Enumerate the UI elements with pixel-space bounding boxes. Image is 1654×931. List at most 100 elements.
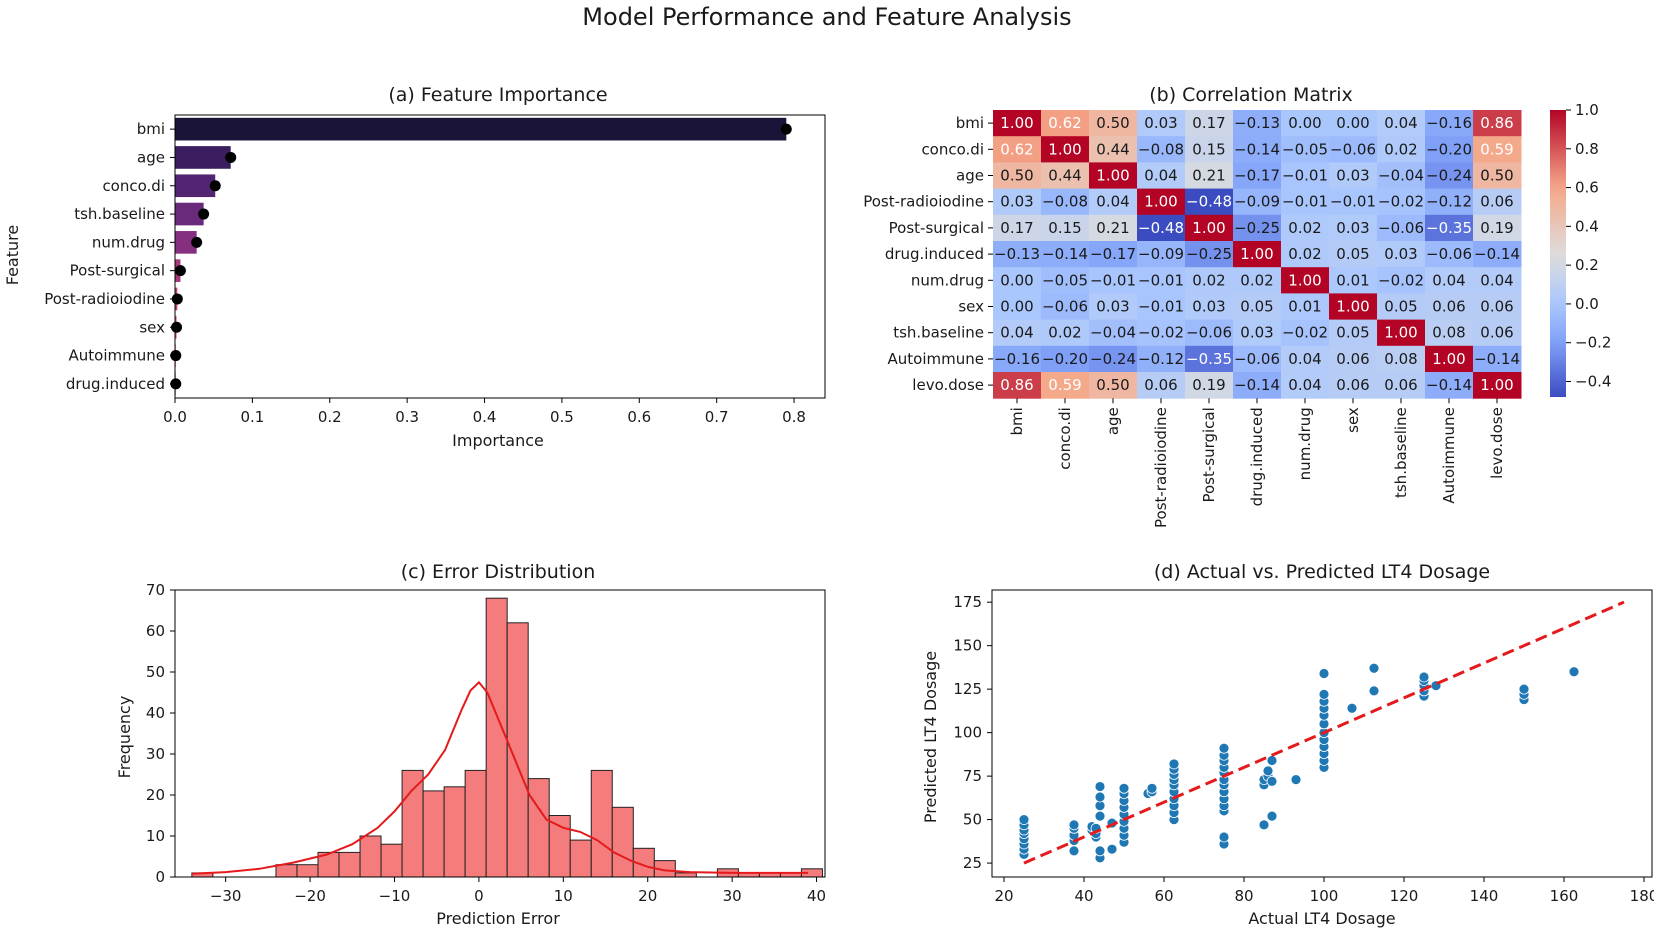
error-distribution-ylabel: Frequency	[115, 696, 134, 779]
heatmap-cell	[1233, 136, 1282, 163]
feature-importance-bar	[175, 231, 197, 254]
heatmap-cell	[1473, 136, 1522, 163]
heatmap-cell	[993, 214, 1042, 242]
heatmap-cell-label: 1.00	[1096, 167, 1129, 185]
heatmap-ytick-label: num.drug	[911, 271, 984, 289]
scatter-point	[1018, 814, 1030, 825]
histogram-bar	[296, 864, 319, 878]
heatmap-xtick-label: age	[1104, 407, 1122, 435]
heatmap-cell-label: 0.04	[1144, 167, 1177, 185]
feature-importance-ytick-label: bmi	[137, 120, 165, 138]
heatmap-cell-label: −0.14	[1474, 245, 1520, 263]
heatmap-cell-label: 0.03	[1384, 245, 1417, 263]
heatmap-cell-label: −0.06	[1426, 245, 1472, 263]
heatmap-cell-label: 0.08	[1432, 324, 1465, 342]
heatmap-cell-label: 0.50	[1480, 167, 1513, 185]
heatmap-cell-label: −0.06	[1234, 350, 1280, 368]
heatmap-cell	[993, 136, 1042, 163]
heatmap-cell	[1425, 267, 1474, 294]
heatmap-cell-label: −0.24	[1426, 167, 1472, 185]
histogram-bar	[548, 815, 571, 878]
heatmap-ytick-label: levo.dose	[912, 376, 984, 394]
heatmap-cell	[1377, 162, 1426, 190]
heatmap-cell-label: 1.00	[1432, 350, 1465, 368]
heatmap-cell	[1473, 319, 1522, 347]
heatmap-cell	[1329, 267, 1378, 294]
heatmap-ytick-label: age	[956, 167, 984, 185]
histogram-bar	[443, 786, 466, 878]
heatmap-cell-label: −0.08	[1042, 193, 1088, 211]
feature-importance-xtick-label: 0.0	[163, 408, 187, 426]
scatter-ytick-label: 25	[963, 854, 982, 872]
scatter-point	[1258, 819, 1270, 831]
actual-vs-predicted-title: (d) Actual vs. Predicted LT4 Dosage	[1154, 561, 1490, 583]
histogram-bar	[359, 835, 382, 878]
scatter-point	[1106, 843, 1118, 855]
heatmap-cell	[1473, 372, 1522, 399]
heatmap-cell	[1233, 319, 1282, 347]
heatmap-ytick-label: Post-surgical	[889, 219, 984, 237]
heatmap-cell-label: 0.02	[1192, 271, 1225, 289]
heatmap-cell-label: 0.21	[1096, 219, 1129, 237]
heatmap-cell	[1329, 345, 1378, 373]
histogram-ytick-label: 10	[146, 827, 165, 845]
heatmap-cell-label: 0.04	[1384, 114, 1417, 132]
correlation-matrix-panel: (b) Correlation Matrix 1.00 0.62 0.50 0.03 0…	[863, 84, 1611, 528]
heatmap-cell	[1041, 241, 1090, 268]
heatmap-cell-label: −0.06	[1186, 324, 1232, 342]
heatmap-cell-label: −0.17	[1090, 245, 1136, 263]
heatmap-cell	[1425, 345, 1474, 373]
heatmap-cell	[1473, 110, 1522, 137]
heatmap-cell-label: 0.17	[1192, 114, 1225, 132]
heatmap-cell-label: 0.00	[1288, 114, 1321, 132]
heatmap-cell	[1281, 345, 1330, 373]
heatmap-cell-label: −0.20	[1042, 350, 1088, 368]
heatmap-cell	[1425, 188, 1474, 216]
heatmap-cell	[1425, 293, 1474, 321]
heatmap-cell-label: −0.13	[1234, 114, 1280, 132]
heatmap-cell-label: −0.04	[1378, 167, 1424, 185]
heatmap-xtick-label: drug.induced	[1248, 407, 1266, 506]
histogram-xtick-label: 40	[807, 887, 826, 905]
heatmap-cell-label: 0.05	[1336, 245, 1369, 263]
heatmap-cell-label: −0.14	[1234, 140, 1280, 158]
feature-importance-xtick-label: 0.8	[782, 408, 806, 426]
heatmap-cell-label: 0.19	[1480, 219, 1513, 237]
histogram-ytick-label: 50	[146, 663, 165, 681]
heatmap-cell	[1233, 293, 1282, 321]
feature-importance-point	[171, 321, 183, 333]
scatter-point	[1094, 781, 1106, 792]
heatmap-cell-label: 0.00	[1336, 114, 1369, 132]
feature-importance-point	[780, 123, 792, 135]
scatter-frame	[991, 589, 1653, 878]
scatter-point	[1168, 758, 1180, 770]
heatmap-cell-label: 0.03	[1240, 324, 1273, 342]
heatmap-cell	[1041, 319, 1090, 347]
heatmap-cell	[1233, 345, 1282, 373]
heatmap-cell-label: 0.62	[1048, 114, 1081, 132]
heatmap-cell	[1185, 214, 1234, 242]
heatmap-ytick-label: conco.di	[921, 140, 984, 158]
scatter-point	[1266, 810, 1278, 822]
heatmap-cell	[1089, 188, 1138, 216]
heatmap-xtick-label: conco.di	[1056, 407, 1074, 470]
heatmap-cell-label: −0.02	[1378, 271, 1424, 289]
heatmap-cell	[1185, 372, 1234, 399]
heatmap-cell	[1137, 372, 1186, 399]
histogram-ytick-label: 70	[146, 581, 165, 599]
heatmap-cell	[1041, 136, 1090, 163]
scatter-xtick-label: 140	[1470, 887, 1499, 905]
scatter-point	[1094, 791, 1106, 803]
heatmap-cell	[993, 241, 1042, 268]
scatter-point	[1318, 668, 1330, 679]
heatmap-cell-label: 0.04	[1480, 271, 1513, 289]
feature-importance-point	[174, 265, 186, 277]
heatmap-cell	[1089, 372, 1138, 399]
colorbar-tick-label: −0.2	[1575, 334, 1611, 352]
heatmap-cell-label: 1.00	[1288, 271, 1321, 289]
feature-importance-ytick-label: Post-radioiodine	[44, 290, 165, 308]
feature-importance-point	[209, 180, 221, 192]
heatmap-cell-label: 1.00	[1240, 245, 1273, 263]
feature-importance-xtick-label: 0.3	[395, 408, 419, 426]
heatmap-cell	[1041, 188, 1090, 216]
